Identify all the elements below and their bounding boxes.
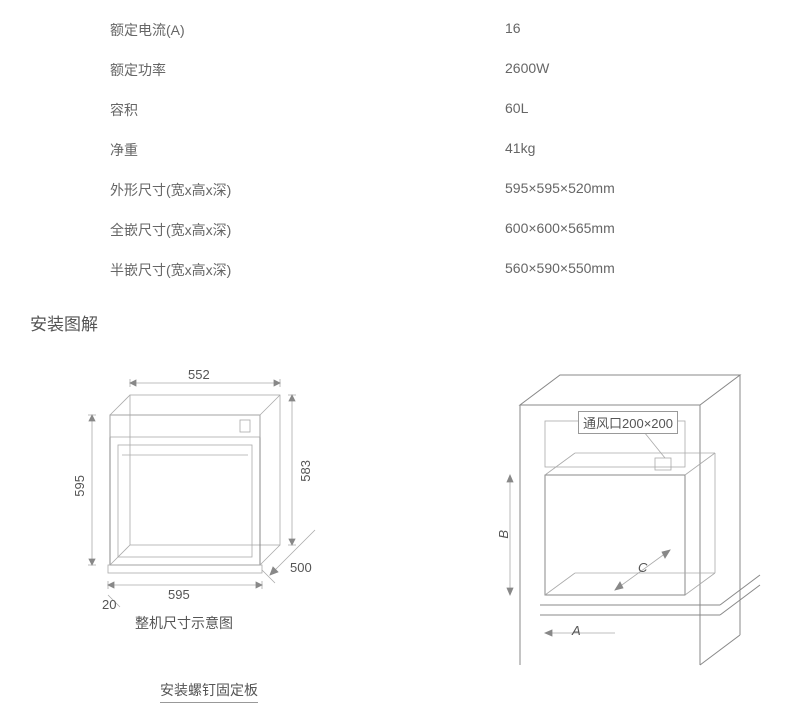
spec-label: 净重 — [110, 140, 505, 160]
label-c: C — [638, 560, 647, 575]
dim-offset: 20 — [102, 597, 116, 612]
spec-row: 额定电流(A) 16 — [110, 10, 790, 50]
spec-value: 60L — [505, 100, 528, 120]
bottom-caption: 安装螺钉固定板 — [160, 680, 258, 703]
spec-value: 41kg — [505, 140, 535, 160]
dim-left: 595 — [72, 475, 87, 497]
spec-row: 半嵌尺寸(宽x高x深) 560×590×550mm — [110, 250, 790, 290]
section-title: 安装图解 — [0, 290, 790, 335]
specs-table: 额定电流(A) 16 额定功率 2600W 容积 60L 净重 41kg 外形尺… — [0, 0, 790, 290]
spec-row: 全嵌尺寸(宽x高x深) 600×600×565mm — [110, 210, 790, 250]
spec-label: 额定电流(A) — [110, 20, 505, 40]
spec-value: 16 — [505, 20, 521, 40]
spec-value: 2600W — [505, 60, 549, 80]
spec-value: 600×600×565mm — [505, 220, 615, 240]
spec-row: 额定功率 2600W — [110, 50, 790, 90]
spec-value: 560×590×550mm — [505, 260, 615, 280]
spec-label: 半嵌尺寸(宽x高x深) — [110, 260, 505, 280]
diagrams-container: 552 595 583 595 500 20 整机尺寸示意图 — [0, 335, 790, 665]
spec-value: 595×595×520mm — [505, 180, 615, 200]
vent-label: 通风口200×200 — [578, 411, 678, 434]
label-a: A — [572, 623, 581, 638]
spec-row: 外形尺寸(宽x高x深) 595×595×520mm — [110, 170, 790, 210]
spec-row: 净重 41kg — [110, 130, 790, 170]
dim-depth: 500 — [290, 560, 312, 575]
spec-label: 额定功率 — [110, 60, 505, 80]
spec-label: 全嵌尺寸(宽x高x深) — [110, 220, 505, 240]
cabinet-diagram: 通风口200×200 A B C — [460, 365, 740, 665]
spec-label: 外形尺寸(宽x高x深) — [110, 180, 505, 200]
dim-right: 583 — [298, 460, 313, 482]
diagram1-caption: 整机尺寸示意图 — [135, 613, 233, 633]
spec-row: 容积 60L — [110, 90, 790, 130]
oven-dimension-diagram: 552 595 583 595 500 20 整机尺寸示意图 — [60, 365, 340, 665]
dim-top: 552 — [188, 367, 210, 382]
label-b: B — [496, 530, 511, 539]
dim-bottom: 595 — [168, 587, 190, 602]
spec-label: 容积 — [110, 100, 505, 120]
